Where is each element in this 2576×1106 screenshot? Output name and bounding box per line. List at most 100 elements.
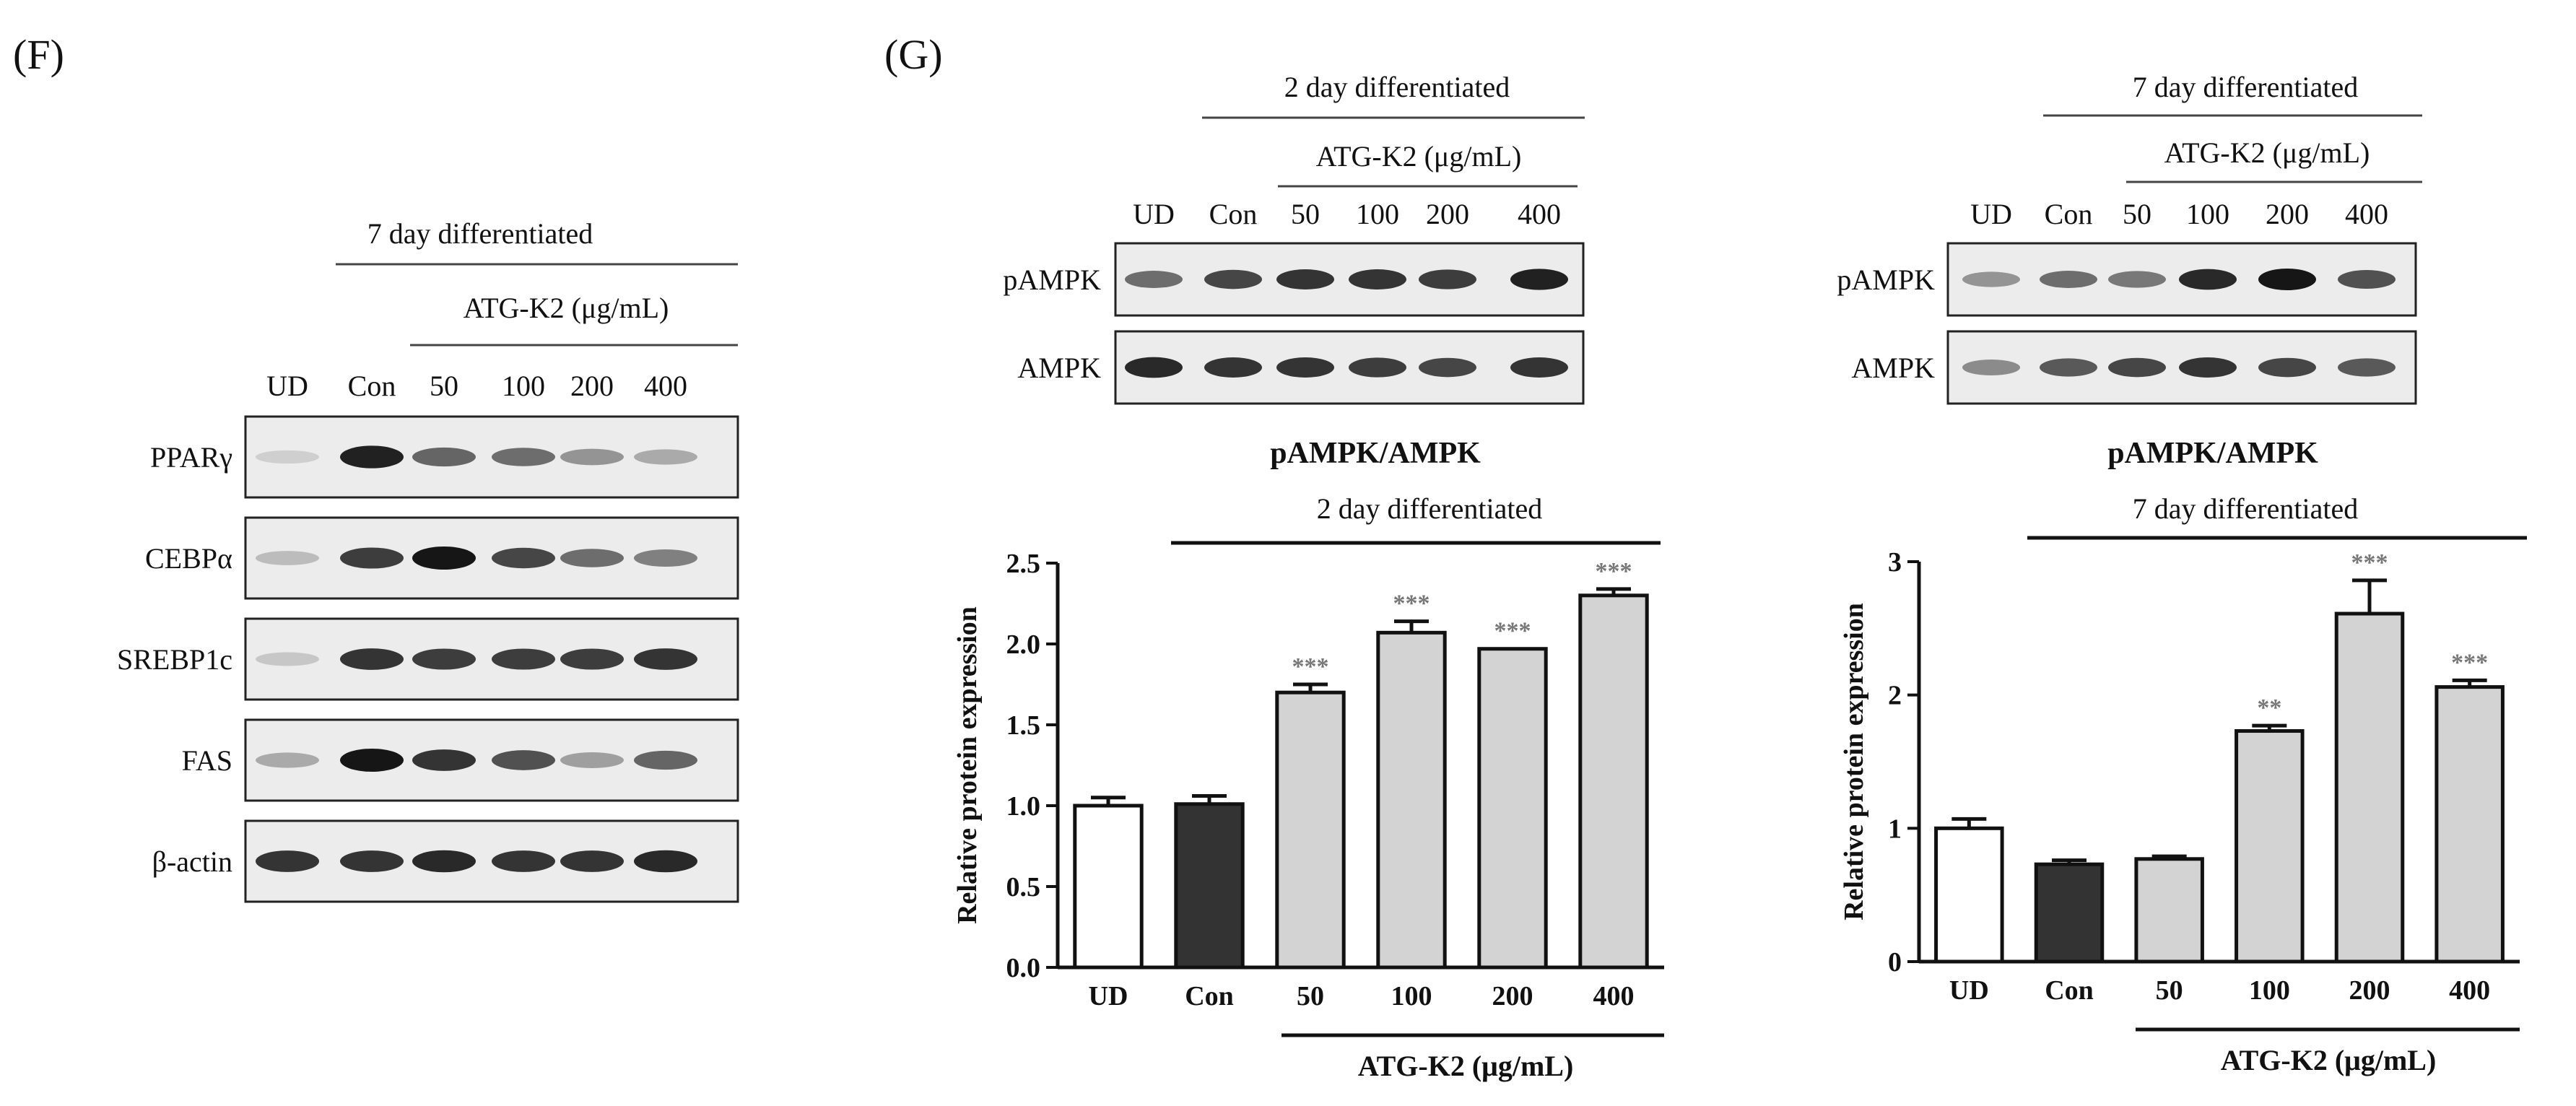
panel-f-band bbox=[340, 445, 404, 469]
g-left-blot-treatment: ATG-K2 (μg/mL) bbox=[1316, 140, 1522, 173]
g-left-band bbox=[1419, 269, 1476, 289]
panel-f-band bbox=[492, 850, 555, 872]
panel-f-band bbox=[634, 449, 697, 465]
panel-f-band bbox=[340, 547, 404, 569]
g-right-lane-label: 200 bbox=[2266, 198, 2309, 230]
panel-f-lane-label: Con bbox=[348, 370, 396, 402]
g-right-blot-title: 7 day differentiated bbox=[2133, 71, 2358, 103]
panel-f-band bbox=[256, 850, 319, 872]
g-right-band bbox=[2040, 358, 2097, 377]
chart-left-y-tick-label: 2.5 bbox=[1006, 549, 1041, 579]
g-left-lane-label: 400 bbox=[1518, 198, 1561, 230]
panel-f-band bbox=[634, 648, 697, 670]
chart-right-bar bbox=[1934, 826, 2004, 964]
panel-f-protein-label: β-actin bbox=[152, 845, 232, 878]
chart-left-significance: *** bbox=[1494, 618, 1531, 645]
chart-left-y-tick-label: 2.0 bbox=[1006, 630, 1041, 660]
chart-left: 0.0 0.5 1.0 1.5 2.0 2.5 Relative protein expre… bbox=[952, 549, 1664, 1011]
g-left-protein-label: pAMPK bbox=[1003, 264, 1101, 296]
chart-right-x-tick-label: 200 bbox=[2349, 975, 2390, 1006]
panel-f-band bbox=[412, 447, 476, 467]
panel-f-band bbox=[560, 648, 624, 670]
g-right-band bbox=[2338, 270, 2396, 289]
panel-f-protein-label: FAS bbox=[182, 744, 232, 777]
panel-f-band bbox=[492, 448, 555, 466]
chart-right-significance: ** bbox=[2257, 694, 2281, 721]
g-right-blot-treatment: ATG-K2 (μg/mL) bbox=[2164, 136, 2370, 169]
chart-left-bar bbox=[1073, 804, 1144, 970]
g-right-lane-labels: UD Con 50 100 200 400 bbox=[1970, 198, 2388, 230]
g-left-band bbox=[1204, 269, 1262, 289]
chart-left-y-tick-label: 0.0 bbox=[1006, 953, 1041, 983]
chart-left-x-tick-label: UD bbox=[1089, 981, 1128, 1011]
g-left-lane-label: 100 bbox=[1356, 198, 1399, 230]
panel-f-treatment: ATG-K2 (μg/mL) bbox=[464, 292, 669, 324]
panel-f: (F) 7 day differentiated ATG-K2 (μg/mL) … bbox=[13, 31, 739, 903]
chart-right-significance: *** bbox=[2451, 649, 2488, 676]
chart-right-y-tick-label: 1 bbox=[1888, 814, 1902, 844]
g-right-lane-label: 50 bbox=[2123, 198, 2151, 230]
chart-right-significance: *** bbox=[2351, 549, 2388, 576]
g-right-blots: pAMPK AMPK bbox=[1837, 242, 2417, 405]
chart-right-y-tick-label: 0 bbox=[1888, 947, 1902, 977]
g-left-band bbox=[1349, 357, 1406, 378]
chart-left-y-tick-label: 1.5 bbox=[1006, 710, 1041, 741]
g-right-band bbox=[2258, 269, 2316, 290]
g-right-band bbox=[2108, 271, 2166, 288]
panel-f-band bbox=[256, 450, 319, 464]
panel-f-band bbox=[256, 752, 319, 768]
chart-left-group-label: 2 day differentiated bbox=[1317, 492, 1542, 525]
chart-right-y-tick-label: 2 bbox=[1888, 681, 1902, 711]
g-right-band bbox=[2338, 358, 2396, 377]
g-left-band bbox=[1276, 357, 1334, 378]
g-left-band bbox=[1419, 357, 1476, 378]
chart-left-x-tick-label: 50 bbox=[1297, 981, 1324, 1011]
panel-f-band bbox=[492, 547, 555, 569]
g-left-lane-label: Con bbox=[1209, 198, 1258, 230]
panel-f-band bbox=[560, 752, 624, 768]
g-left-blots: pAMPK AMPK bbox=[1003, 242, 1585, 405]
chart-right-x-tick-label: 100 bbox=[2249, 975, 2290, 1006]
panel-f-band bbox=[340, 850, 404, 872]
panel-f-band bbox=[560, 850, 624, 872]
panel-f-band bbox=[412, 850, 476, 873]
panel-f-protein-label: SREBP1c bbox=[117, 643, 232, 676]
panel-f-band bbox=[412, 547, 476, 570]
chart-left-significance: *** bbox=[1596, 558, 1632, 585]
chart-right-x-tick-label: 50 bbox=[2156, 975, 2183, 1006]
chart-left-y-tick-label: 1.0 bbox=[1006, 791, 1041, 822]
g-left-band bbox=[1204, 357, 1262, 378]
panel-f-title: 7 day differentiated bbox=[367, 217, 593, 250]
g-left-band bbox=[1349, 269, 1406, 289]
chart-left-xlabel: ATG-K2 (μg/mL) bbox=[1358, 1050, 1574, 1082]
chart-right-group-label: 7 day differentiated bbox=[2133, 492, 2358, 525]
chart-left-x-tick-label: 400 bbox=[1593, 981, 1635, 1011]
g-left-blot-title: 2 day differentiated bbox=[1284, 71, 1510, 103]
chart-right-xlabel: ATG-K2 (μg/mL) bbox=[2221, 1044, 2437, 1076]
g-right-band bbox=[2179, 269, 2237, 290]
g-right-band bbox=[2108, 357, 2166, 378]
panel-f-lane-label: UD bbox=[266, 370, 308, 402]
g-right-lane-label: UD bbox=[1970, 198, 2012, 230]
panel-f-band bbox=[412, 648, 476, 670]
chart-left-bar bbox=[1376, 630, 1447, 970]
panel-f-band bbox=[560, 549, 624, 567]
panel-f-lane-label: 400 bbox=[644, 370, 687, 402]
chart-right-bar bbox=[2235, 729, 2305, 964]
chart-right-bar bbox=[2334, 611, 2405, 964]
chart-left-bar bbox=[1477, 647, 1548, 970]
g-right-band bbox=[1962, 271, 2020, 287]
chart-left-bar bbox=[1578, 593, 1649, 970]
g-right-lane-label: Con bbox=[2045, 198, 2093, 230]
panel-f-lane-label: 50 bbox=[430, 370, 458, 402]
chart-left-y-tick-label: 0.5 bbox=[1006, 872, 1041, 902]
panel-f-band bbox=[492, 750, 555, 770]
panel-f-band bbox=[256, 652, 319, 666]
chart-left-x-tick-label: Con bbox=[1185, 981, 1234, 1011]
chart-right-bar bbox=[2134, 857, 2204, 964]
g-right-lane-label: 400 bbox=[2345, 198, 2388, 230]
chart-right-x-tick-label: Con bbox=[2045, 975, 2094, 1006]
chart-right-title: pAMPK/AMPK bbox=[2107, 437, 2318, 470]
chart-left-bar bbox=[1275, 690, 1346, 970]
panel-f-band bbox=[634, 549, 697, 567]
